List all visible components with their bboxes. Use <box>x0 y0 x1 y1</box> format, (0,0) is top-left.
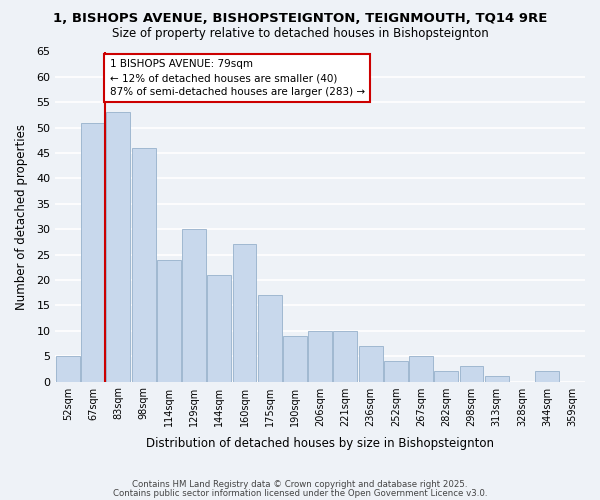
Bar <box>106 112 130 382</box>
Bar <box>535 372 559 382</box>
Text: 1, BISHOPS AVENUE, BISHOPSTEIGNTON, TEIGNMOUTH, TQ14 9RE: 1, BISHOPS AVENUE, BISHOPSTEIGNTON, TEIG… <box>53 12 547 26</box>
Text: Contains public sector information licensed under the Open Government Licence v3: Contains public sector information licen… <box>113 488 487 498</box>
Y-axis label: Number of detached properties: Number of detached properties <box>15 124 28 310</box>
Bar <box>81 122 105 382</box>
Bar <box>283 336 307 382</box>
Bar <box>56 356 80 382</box>
Bar <box>485 376 509 382</box>
Bar <box>157 260 181 382</box>
Bar <box>434 372 458 382</box>
Bar <box>182 229 206 382</box>
Bar <box>334 331 358 382</box>
Bar <box>207 275 231 382</box>
Bar <box>131 148 155 382</box>
Bar <box>384 361 408 382</box>
Bar <box>409 356 433 382</box>
Text: Contains HM Land Registry data © Crown copyright and database right 2025.: Contains HM Land Registry data © Crown c… <box>132 480 468 489</box>
Text: 1 BISHOPS AVENUE: 79sqm
← 12% of detached houses are smaller (40)
87% of semi-de: 1 BISHOPS AVENUE: 79sqm ← 12% of detache… <box>110 59 365 97</box>
Bar <box>460 366 484 382</box>
Bar <box>359 346 383 382</box>
Text: Size of property relative to detached houses in Bishopsteignton: Size of property relative to detached ho… <box>112 28 488 40</box>
Bar <box>233 244 256 382</box>
X-axis label: Distribution of detached houses by size in Bishopsteignton: Distribution of detached houses by size … <box>146 437 494 450</box>
Bar <box>308 331 332 382</box>
Bar <box>258 295 281 382</box>
